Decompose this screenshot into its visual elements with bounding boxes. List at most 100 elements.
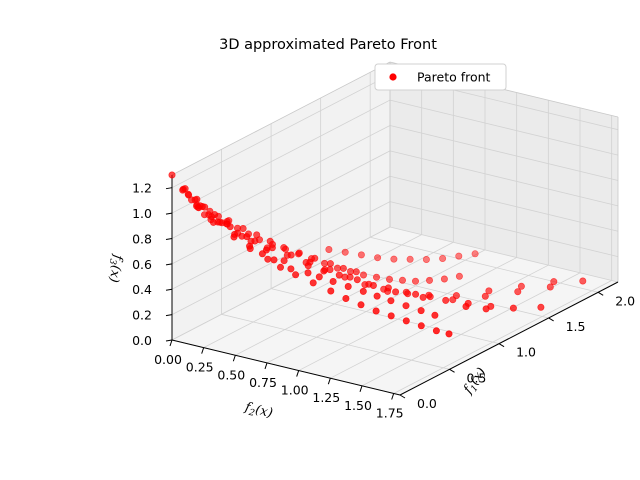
x-tick-label: 0.5 [467, 370, 487, 385]
z-tick [165, 237, 173, 240]
scatter-points [168, 171, 587, 338]
y-tick-label: 0.75 [249, 375, 277, 390]
scatter-point [372, 273, 380, 281]
x-tick-label: 1.0 [516, 345, 536, 360]
pane-y-wall [172, 62, 390, 340]
scatter-point [258, 250, 266, 258]
scatter-point [309, 279, 317, 287]
scatter-point [339, 264, 347, 272]
y-axis-label: f2(x) [242, 400, 274, 424]
y-tick [327, 378, 331, 385]
grid-z-wall-x [389, 175, 619, 232]
x-axis-line [399, 281, 619, 396]
scatter-point [440, 275, 448, 283]
z-tick [165, 263, 173, 266]
scatter-point [268, 244, 276, 252]
scatter-point [392, 288, 400, 296]
z-tick [165, 314, 173, 317]
y-tick [296, 370, 300, 377]
scatter-point [335, 271, 343, 279]
scatter-point [462, 302, 470, 310]
legend-frame [374, 63, 507, 91]
x-tick-label: 0.0 [417, 396, 437, 411]
scatter-point [482, 305, 490, 313]
y-tick-label: 0.50 [217, 367, 245, 382]
scatter-point [287, 265, 295, 273]
y-tick [201, 347, 205, 354]
grid-z-wall-y [171, 74, 391, 189]
scatter-point [417, 322, 425, 330]
scatter-point [168, 171, 176, 179]
scatter-point [517, 282, 525, 290]
z-tick [165, 187, 173, 190]
scatter-point [230, 233, 238, 241]
x-tick [548, 317, 554, 322]
scatter-point [374, 254, 382, 262]
grid-z-wall-x [389, 226, 619, 283]
scatter-point [342, 294, 350, 302]
x-tick-label: 2.0 [615, 293, 635, 308]
legend-marker [389, 73, 397, 81]
y-tick [169, 339, 173, 347]
scatter-point [216, 218, 224, 226]
axes-panes [172, 62, 618, 395]
scatter-point [304, 262, 312, 270]
scatter-point [185, 191, 193, 199]
scatter-point [422, 255, 430, 263]
scatter-point [369, 281, 377, 289]
scatter-point [353, 276, 361, 284]
grid-z-wall-x [389, 150, 619, 207]
grid-y-floor [298, 257, 517, 371]
y-tick-label: 1.00 [281, 383, 309, 398]
scatter-point [352, 268, 360, 276]
scatter-point [327, 287, 335, 295]
z-tick [165, 339, 173, 342]
legend: Pareto front [374, 63, 507, 91]
scatter-point [373, 292, 381, 300]
z-tick-label: 1.2 [132, 181, 152, 196]
x-tick [498, 343, 505, 348]
y-tick [264, 362, 268, 370]
scatter-point [481, 292, 489, 300]
scatter-point [276, 263, 284, 271]
grid-y-floor [330, 264, 549, 379]
y-tick-label: 1.50 [344, 398, 372, 413]
scatter-point [193, 201, 201, 209]
x-tick-label: 1.5 [566, 319, 586, 334]
scatter-point [509, 304, 517, 312]
scatter-point [406, 255, 414, 263]
scatter-point [411, 277, 419, 285]
scatter-point [304, 269, 312, 277]
grid-z-wall-y [171, 99, 391, 214]
scatter-point [442, 296, 450, 304]
grid-z-wall-x [389, 99, 619, 156]
scatter-point [270, 256, 278, 264]
scatter-point [292, 271, 300, 279]
scatter-point [485, 287, 493, 295]
z-tick-label: 0.2 [132, 308, 152, 323]
scatter-point [287, 251, 295, 259]
scatter-point [359, 287, 367, 295]
grid-z-wall-y [171, 175, 391, 290]
scatter-point [209, 218, 217, 226]
scatter-point [471, 250, 479, 258]
x-tick [597, 291, 604, 296]
scatter-point [226, 223, 234, 231]
scatter-point [419, 293, 427, 301]
scatter-point [384, 284, 392, 292]
scatter-point [253, 231, 261, 239]
scatter-point [315, 273, 323, 281]
scatter-point [445, 330, 453, 338]
grid-z-wall-y [171, 150, 391, 265]
y-tick [391, 393, 395, 400]
scatter-point [266, 237, 274, 245]
grid-y-floor [361, 272, 581, 387]
scatter-point [329, 277, 337, 285]
pane-edge [171, 61, 391, 176]
scatter-point [320, 259, 328, 267]
scatter-point [455, 272, 463, 280]
axes-labels: f1(x) f2(x) f3(x) [106, 253, 491, 424]
x-axis-label: f1(x) [460, 365, 491, 398]
